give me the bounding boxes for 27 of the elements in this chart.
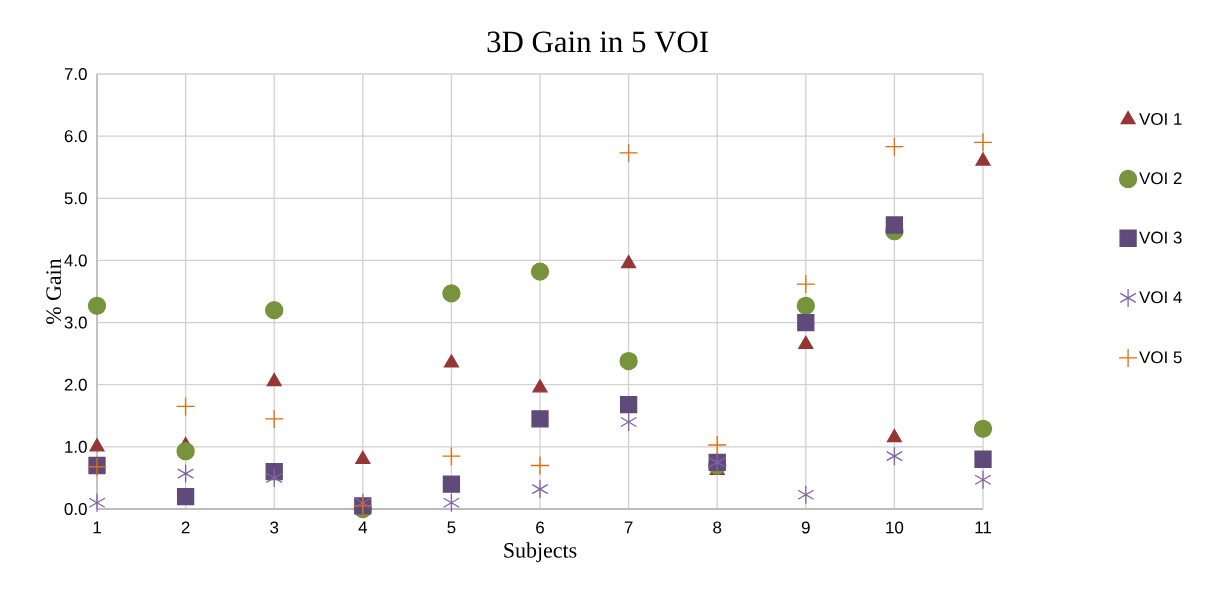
x-tick-label: 1 xyxy=(93,521,101,534)
x-axis-title: Subjects xyxy=(504,542,577,563)
y-tick-label: 2.0 xyxy=(64,378,87,391)
y-tick-label: 3.0 xyxy=(64,316,87,329)
x-tick-label: 5 xyxy=(447,521,456,534)
x-tick-label: 10 xyxy=(886,521,904,534)
x-tick-label: 4 xyxy=(358,521,368,534)
y-tick-label: 7.0 xyxy=(64,67,87,80)
y-tick-label: 6.0 xyxy=(64,130,87,143)
y-tick-label: 5.0 xyxy=(64,192,87,205)
x-tick-label: 7 xyxy=(624,521,633,534)
y-tick-label: 1.0 xyxy=(65,440,87,453)
x-tick-label: 8 xyxy=(713,521,722,534)
legend-label: VOI 4 xyxy=(1139,291,1182,304)
legend-label: VOI 5 xyxy=(1139,351,1182,364)
chart-title: 3D Gain in 5 VOI xyxy=(487,31,708,53)
y-axis-title: % Gain xyxy=(46,258,62,324)
legend-label: VOI 2 xyxy=(1139,172,1182,185)
legend-label: VOI 1 xyxy=(1139,112,1182,125)
x-tick-label: 6 xyxy=(536,521,544,534)
y-tick-label: 0.0 xyxy=(64,502,87,515)
x-tick-label: 3 xyxy=(270,521,279,534)
x-tick-label: 11 xyxy=(975,521,991,534)
legend-label: VOI 3 xyxy=(1139,231,1182,244)
x-tick-label: 2 xyxy=(181,521,190,534)
y-tick-label: 4.0 xyxy=(64,254,87,267)
x-tick-label: 9 xyxy=(801,521,810,534)
